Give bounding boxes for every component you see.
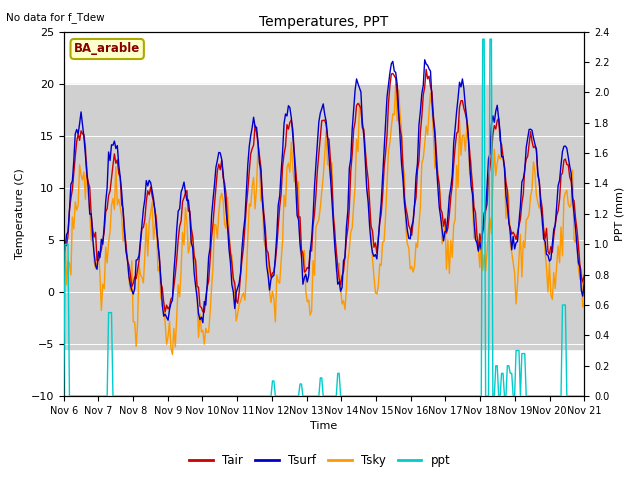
ppt — [124, 393, 131, 399]
Tair — [289, 126, 296, 132]
Tair — [200, 309, 208, 315]
ppt — [580, 393, 588, 399]
Tair — [422, 67, 430, 72]
Y-axis label: Temperature (C): Temperature (C) — [15, 168, 25, 259]
Tsurf — [199, 320, 207, 325]
Tsky — [392, 81, 399, 87]
ppt — [60, 393, 67, 399]
Tsurf — [421, 57, 429, 63]
Tsky — [580, 300, 588, 306]
Tsky — [60, 276, 67, 282]
Title: Temperatures, PPT: Temperatures, PPT — [259, 15, 388, 29]
Tsurf — [216, 150, 224, 156]
Y-axis label: PPT (mm): PPT (mm) — [615, 187, 625, 241]
Line: Tsky: Tsky — [63, 84, 584, 355]
Tsky — [289, 164, 296, 169]
Legend: Tair, Tsurf, Tsky, ppt: Tair, Tsurf, Tsky, ppt — [185, 449, 455, 472]
Tsurf — [289, 132, 296, 137]
Tair — [124, 258, 131, 264]
Tsky — [554, 243, 562, 249]
Bar — [63, 84, 584, 349]
Tsky — [216, 195, 224, 201]
Tsky — [168, 352, 176, 358]
Tsurf — [580, 280, 588, 286]
ppt — [479, 36, 486, 42]
ppt — [215, 393, 223, 399]
X-axis label: Time: Time — [310, 421, 337, 432]
Tsurf — [243, 188, 250, 194]
Tsky — [243, 273, 250, 278]
ppt — [553, 393, 561, 399]
Line: Tair: Tair — [63, 70, 584, 312]
Tsurf — [124, 257, 131, 263]
Line: Tsurf: Tsurf — [63, 60, 584, 323]
Tair — [580, 272, 588, 278]
Tair — [216, 167, 224, 173]
Tair — [234, 300, 241, 306]
Text: No data for f_Tdew: No data for f_Tdew — [6, 12, 105, 23]
Text: BA_arable: BA_arable — [74, 43, 140, 56]
Tsky — [124, 254, 131, 260]
Tair — [60, 249, 67, 254]
Line: ppt: ppt — [63, 39, 584, 396]
Tair — [554, 208, 562, 214]
Tsurf — [60, 251, 67, 257]
ppt — [241, 393, 249, 399]
ppt — [287, 393, 295, 399]
Tsurf — [554, 183, 562, 189]
Tsurf — [234, 285, 241, 290]
Tair — [243, 204, 250, 209]
Tsky — [234, 311, 241, 317]
ppt — [232, 393, 240, 399]
